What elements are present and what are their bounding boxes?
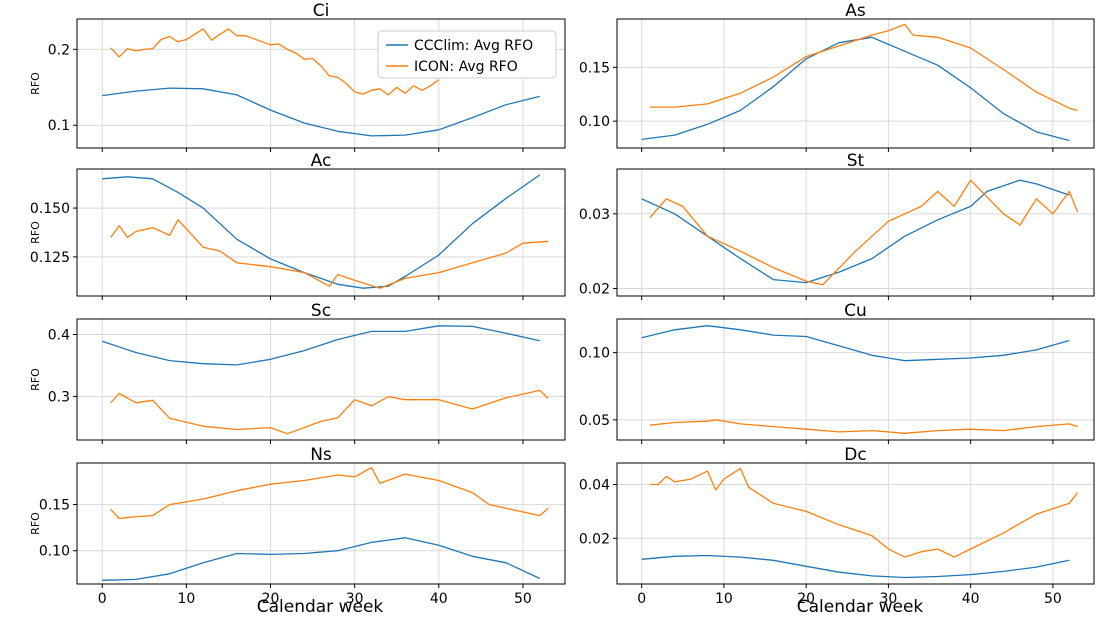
y-tick-label: 0.2 bbox=[48, 42, 70, 58]
series-line-ccclim bbox=[102, 174, 541, 289]
y-tick-label: 0.4 bbox=[48, 328, 70, 344]
series-line-ccclim bbox=[641, 36, 1070, 142]
y-tick-label: 0.15 bbox=[39, 498, 70, 514]
y-tick-label: 0.1 bbox=[48, 118, 70, 134]
panel-frame bbox=[76, 318, 566, 441]
series-line-icon bbox=[110, 389, 549, 435]
panel-frame bbox=[76, 18, 566, 149]
x-axis-label-right: Calendar week bbox=[797, 597, 924, 617]
series-line-icon bbox=[649, 419, 1078, 434]
x-tick-label: 50 bbox=[1044, 591, 1062, 607]
panel-frame bbox=[76, 168, 566, 297]
panel-title-sc: Sc bbox=[311, 301, 331, 321]
y-tick-label: 0.05 bbox=[579, 413, 610, 429]
panel-title-cu: Cu bbox=[844, 301, 867, 321]
y-tick-label: 0.10 bbox=[39, 544, 70, 560]
panel-ac: Ac 0.125 0.150 RFO bbox=[29, 151, 566, 300]
x-tick-label: 20 bbox=[262, 591, 280, 607]
legend: CCClim: Avg RFO ICON: Avg RFO bbox=[377, 30, 557, 79]
x-tick-label: 30 bbox=[879, 591, 897, 607]
x-axis-label-left: Calendar week bbox=[257, 597, 384, 617]
panel-title-st: St bbox=[847, 151, 865, 171]
panel-dc: Dc 0 10 20 30 40 50 0.02 0.04 bbox=[579, 445, 1095, 607]
panel-frame bbox=[616, 462, 1095, 585]
series-line-ccclim bbox=[641, 325, 1070, 362]
y-tick-label: 0.150 bbox=[30, 201, 70, 217]
y-axis-label: RFO bbox=[29, 368, 42, 391]
series-line-icon bbox=[110, 466, 549, 520]
x-tick-label: 0 bbox=[98, 591, 107, 607]
x-tick-label: 0 bbox=[637, 591, 646, 607]
x-tick-label: 30 bbox=[346, 591, 364, 607]
panel-st: St 0.02 0.03 bbox=[579, 151, 1095, 300]
panel-cu: Cu 0.05 0.10 bbox=[579, 301, 1095, 444]
y-tick-label: 0.02 bbox=[579, 282, 610, 298]
x-tick-label: 40 bbox=[962, 591, 980, 607]
panel-title-dc: Dc bbox=[844, 445, 866, 465]
panel-frame bbox=[616, 168, 1095, 297]
panel-title-ac: Ac bbox=[311, 151, 332, 171]
series-line-ccclim bbox=[101, 325, 540, 366]
series-line-icon bbox=[649, 179, 1079, 286]
y-tick-label: 0.03 bbox=[579, 207, 610, 223]
y-axis-label: RFO bbox=[29, 72, 42, 95]
panel-frame bbox=[616, 18, 1095, 149]
legend-box bbox=[377, 30, 557, 79]
panel-sc: Sc 0.3 0.4 RFO bbox=[29, 301, 566, 444]
series-line-icon bbox=[110, 219, 549, 289]
panel-frame bbox=[616, 318, 1095, 441]
series-line-icon bbox=[649, 23, 1078, 112]
y-tick-label: 0.04 bbox=[579, 478, 610, 494]
panel-as: As 0.10 0.15 bbox=[579, 1, 1095, 152]
y-tick-label: 0.10 bbox=[579, 346, 610, 362]
x-tick-label: 20 bbox=[797, 591, 815, 607]
y-tick-label: 0.10 bbox=[579, 114, 610, 130]
y-axis-label: RFO bbox=[29, 221, 42, 244]
y-tick-label: 0.02 bbox=[579, 531, 610, 547]
x-tick-label: 10 bbox=[715, 591, 733, 607]
panels: Ci0.10.2RFOAs0.100.15Ac0.1250.150RFOSt0.… bbox=[29, 1, 1095, 607]
series-line-ccclim bbox=[102, 87, 540, 137]
y-axis-label: RFO bbox=[29, 512, 42, 535]
series-line-icon bbox=[110, 28, 440, 96]
series-line-icon bbox=[649, 467, 1079, 558]
panel-frame bbox=[76, 462, 566, 585]
x-tick-label: 50 bbox=[514, 591, 532, 607]
y-tick-label: 0.3 bbox=[48, 390, 70, 406]
y-tick-label: 0.125 bbox=[30, 250, 70, 266]
series-line-ccclim bbox=[641, 554, 1070, 579]
legend-label-ccclim: CCClim: Avg RFO bbox=[414, 38, 533, 54]
series-line-ccclim bbox=[641, 179, 1070, 284]
panel-title-ci: Ci bbox=[313, 1, 330, 21]
panel-title-as: As bbox=[845, 1, 866, 21]
x-tick-label: 40 bbox=[430, 591, 448, 607]
legend-label-icon: ICON: Avg RFO bbox=[414, 59, 518, 75]
panel-title-ns: Ns bbox=[310, 445, 332, 465]
y-tick-label: 0.15 bbox=[579, 60, 610, 76]
x-tick-label: 10 bbox=[177, 591, 195, 607]
series-line-ccclim bbox=[102, 537, 541, 581]
